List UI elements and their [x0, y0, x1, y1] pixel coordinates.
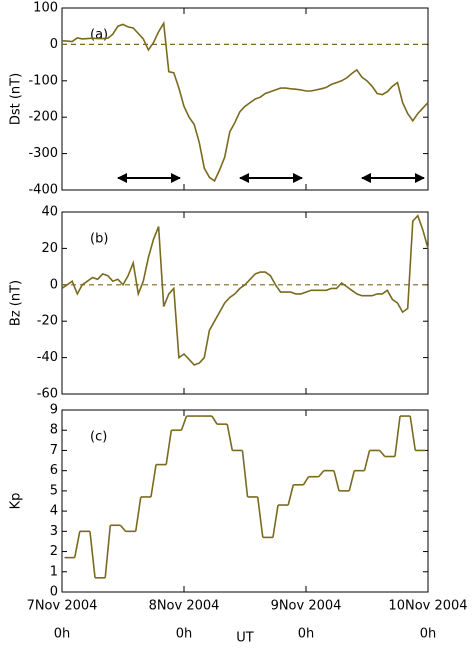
step-connector [104, 525, 112, 578]
panel-label: (a) [90, 28, 108, 43]
step-connector [150, 464, 157, 498]
step-connector [348, 470, 356, 492]
step-connector [119, 524, 127, 532]
y-axis-label: Dst (nT) [9, 73, 24, 125]
x-tick-sublabel: 0h [54, 627, 71, 642]
y-axis-label: Bz (nT) [9, 280, 24, 326]
y-tick-label: 6 [50, 463, 58, 478]
step-connector [379, 449, 386, 458]
y-tick-label: 9 [50, 403, 58, 418]
y-tick-label: 4 [50, 504, 58, 519]
x-tick-label: 7Nov 2004 [27, 599, 98, 614]
y-tick-label: -60 [37, 387, 58, 402]
y-tick-label: -300 [28, 146, 58, 161]
y-tick-label: 5 [50, 483, 58, 498]
x-tick-sublabel: 0h [420, 627, 437, 642]
y-tick-label: 0 [50, 37, 58, 52]
step-connector [287, 484, 295, 506]
x-axis-label: UT [236, 631, 254, 646]
step-connector [241, 450, 249, 498]
y-tick-label: 100 [33, 1, 58, 16]
y-tick-label: 3 [50, 524, 58, 539]
x-tick-sublabel: 0h [176, 627, 193, 642]
step-connector [134, 496, 142, 532]
data-line [61, 214, 429, 366]
plot-frame [61, 7, 429, 191]
step-connector [318, 470, 325, 478]
step-connector [409, 415, 417, 451]
x-tick-label: 8Nov 2004 [149, 599, 220, 614]
plot-frame [61, 211, 429, 395]
step-connector [73, 531, 81, 558]
step-connector [211, 415, 218, 425]
x-tick-label: 10Nov 2004 [388, 599, 467, 614]
panel-label: (b) [90, 232, 108, 247]
y-tick-label: 7 [50, 443, 58, 458]
step-connector [180, 415, 188, 431]
step-connector [89, 531, 96, 578]
data-line [61, 20, 429, 183]
y-tick-label: 40 [41, 205, 58, 220]
step-connector [256, 496, 264, 538]
y-tick-label: -40 [37, 350, 58, 365]
y-axis-label: Kp [9, 493, 24, 510]
step-connector [394, 415, 401, 457]
y-tick-label: 0 [50, 585, 58, 600]
step-connector [363, 450, 371, 471]
y-tick-label: -20 [37, 314, 58, 329]
y-tick-label: 0 [50, 277, 58, 292]
x-tick-label: 9Nov 2004 [271, 599, 342, 614]
step-connector [272, 504, 279, 538]
y-tick-label: -400 [28, 183, 58, 198]
y-tick-label: 1 [50, 564, 58, 579]
plot-frame [61, 409, 429, 593]
panel-label: (c) [90, 430, 107, 445]
y-tick-label: 20 [41, 241, 58, 256]
y-tick-label: -200 [28, 110, 58, 125]
y-tick-label: 2 [50, 544, 58, 559]
step-connector [165, 430, 173, 465]
y-tick-label: -100 [28, 73, 58, 88]
step-connector [226, 424, 234, 451]
y-tick-label: 8 [50, 423, 58, 438]
step-connector [302, 476, 310, 486]
step-connector [333, 470, 340, 492]
x-tick-sublabel: 0h [298, 627, 315, 642]
